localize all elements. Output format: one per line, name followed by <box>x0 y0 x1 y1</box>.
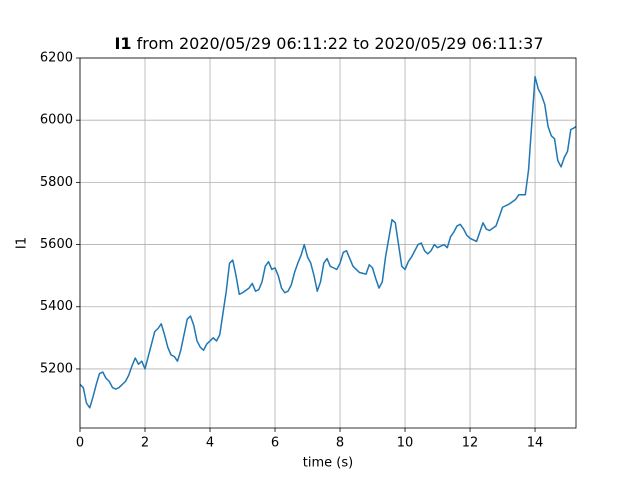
x-axis-label: time (s) <box>303 456 353 471</box>
x-tick-label: 14 <box>527 436 544 451</box>
x-tick-label: 12 <box>462 436 479 451</box>
x-tick-label: 2 <box>141 436 149 451</box>
y-tick-label: 5600 <box>40 237 73 252</box>
x-tick-label: 4 <box>206 436 214 451</box>
y-tick-label: 6000 <box>40 113 73 128</box>
y-tick-label: 6200 <box>40 51 73 66</box>
data-line <box>79 75 577 409</box>
y-tick-label: 5200 <box>40 361 73 376</box>
x-tick-label: 10 <box>397 436 414 451</box>
y-tick-label: 5800 <box>40 175 73 190</box>
plot-area <box>79 75 577 409</box>
title-text: from 2020/05/29 06:11:22 to 2020/05/29 0… <box>137 34 544 53</box>
y-tick-label: 5400 <box>40 299 73 314</box>
x-tick-label: 8 <box>336 436 344 451</box>
chart-title: I1 from 2020/05/29 06:11:22 to 2020/05/2… <box>114 34 543 53</box>
x-tick-label: 0 <box>76 436 84 451</box>
y-axis-label: I1 <box>15 237 30 249</box>
axes-frame <box>79 57 577 429</box>
grid: 0 2 4 6 8 10 12 14 5200 5400 5600 5800 6000 6200 <box>40 51 576 451</box>
x-tick-label: 6 <box>271 436 279 451</box>
title-label: I1 <box>114 34 131 53</box>
